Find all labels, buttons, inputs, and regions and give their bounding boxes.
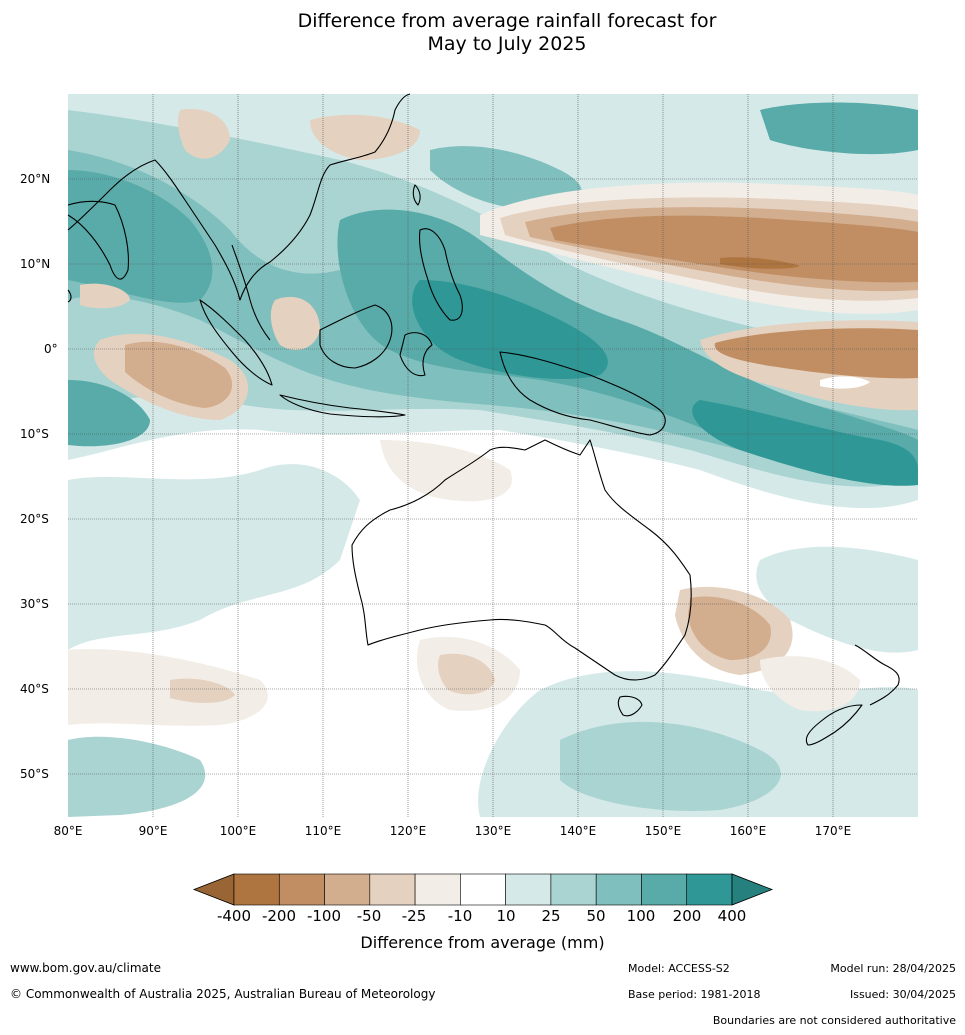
colorbar-tick: 200 (672, 907, 702, 925)
coastline-tasmania (617, 695, 643, 717)
anomaly-region (714, 328, 918, 379)
lon-label-140e: 140°E (559, 824, 597, 838)
coastline-sri-lanka (67, 289, 72, 303)
lon-label-170e: 170°E (814, 824, 852, 838)
lon-label-160e: 160°E (729, 824, 767, 838)
anomaly-region (438, 653, 495, 695)
title-line-2: May to July 2025 (427, 33, 587, 55)
colorbar-tick: 10 (496, 907, 516, 925)
coastline-philippines (418, 228, 463, 321)
colorbar-swatch (505, 873, 552, 906)
anomaly-region (760, 102, 918, 155)
coastline-india (67, 200, 129, 280)
lon-label-90e: 90°E (138, 824, 168, 838)
colorbar-swatch (324, 873, 371, 906)
model-run-text: Model run: 28/04/2025 (830, 962, 956, 975)
anomaly-region (170, 678, 235, 703)
anomaly-region (756, 546, 918, 653)
lat-label-50s: 50°S (20, 767, 49, 781)
colorbar-tick: -25 (401, 907, 427, 925)
colorbar-swatch (641, 873, 688, 906)
anomaly-region (760, 656, 860, 712)
colorbar-swatch (414, 873, 461, 906)
anomaly-region (692, 400, 918, 486)
lat-label-10n: 10°N (20, 257, 51, 271)
coastline-malay-peninsula (231, 244, 271, 341)
colorbar-tick: -10 (447, 907, 473, 925)
lat-label-20s: 20°S (20, 512, 49, 526)
colorbar-swatch (686, 873, 733, 906)
anomaly-region (68, 464, 360, 650)
colorbar-tick: -400 (216, 907, 252, 925)
anomaly-region (310, 114, 420, 160)
title-line-1: Difference from average rainfall forecas… (297, 10, 717, 32)
anomaly-region (550, 215, 918, 283)
anomaly-region (68, 170, 213, 303)
lat-label-10s: 10°S (20, 427, 49, 441)
copyright-text: © Commonwealth of Australia 2025, Austra… (10, 987, 436, 1001)
colorbar-tick: -200 (261, 907, 297, 925)
colorbar-extend-high (731, 873, 774, 906)
colorbar-swatch (595, 873, 642, 906)
lon-label-100e: 100°E (219, 824, 257, 838)
lon-label-80e: 80°E (53, 824, 83, 838)
disclaimer-text: Boundaries are not considered authoritat… (712, 1014, 956, 1027)
anomaly-region (560, 721, 781, 811)
lat-label-20n: 20°N (20, 172, 51, 186)
map-title: Difference from average rainfall forecas… (0, 10, 965, 56)
lon-label-120e: 120°E (389, 824, 427, 838)
base-period-text: Base period: 1981-2018 (628, 988, 761, 1001)
colorbar-tick: 50 (586, 907, 606, 925)
anomaly-region (688, 596, 771, 660)
colorbar-swatch (550, 873, 597, 906)
coastline-sumatra (199, 299, 273, 386)
colorbar-swatch (460, 873, 506, 906)
coastline-new-guinea (499, 351, 666, 436)
anomaly-region (820, 376, 870, 389)
colorbar-swatch (233, 873, 280, 906)
coastline-australia (351, 439, 692, 681)
coastline-taiwan (412, 184, 421, 206)
issued-text: Issued: 30/04/2025 (849, 988, 956, 1001)
anomaly-region (380, 440, 512, 502)
gridlines (68, 94, 918, 817)
anomaly-region (430, 146, 582, 210)
anomaly-region (337, 209, 918, 483)
lat-label-30s: 30°S (20, 597, 49, 611)
anomaly-region (177, 109, 230, 159)
anomaly-region (68, 736, 206, 817)
colorbar-swatch (369, 873, 416, 906)
colorbar-tick: 25 (541, 907, 561, 925)
anomaly-region (270, 296, 320, 350)
colorbar-tick: -100 (306, 907, 342, 925)
colorbar-tick: -50 (356, 907, 382, 925)
colorbar-tick: 100 (626, 907, 656, 925)
coastlines (67, 93, 900, 746)
lon-label-150e: 150°E (644, 824, 682, 838)
colorbar-swatches (192, 873, 774, 906)
colorbar-extend-low (192, 873, 235, 906)
anomaly-region (412, 280, 608, 380)
lon-label-130e: 130°E (474, 824, 512, 838)
website-text: www.bom.gov.au/climate (10, 961, 161, 975)
model-text: Model: ACCESS-S2 (628, 962, 730, 975)
coastline-sulawesi (399, 332, 433, 377)
colorbar-label: Difference from average (mm) (360, 933, 605, 952)
colorbar-tick: 400 (717, 907, 747, 925)
lon-label-110e: 110°E (304, 824, 342, 838)
coastline-java (279, 394, 406, 418)
lat-label-equator: 0° (44, 342, 58, 356)
anomaly-region (80, 283, 130, 309)
coastline-borneo (319, 304, 393, 369)
anomaly-region (68, 649, 268, 726)
anomaly-region (125, 341, 233, 408)
lat-label-40s: 40°S (20, 682, 49, 696)
anomaly-region (720, 257, 800, 269)
colorbar-swatch (278, 873, 325, 906)
anomaly-region (68, 380, 150, 447)
coastline-asia (67, 93, 411, 301)
coastline-new-zealand (805, 644, 900, 746)
